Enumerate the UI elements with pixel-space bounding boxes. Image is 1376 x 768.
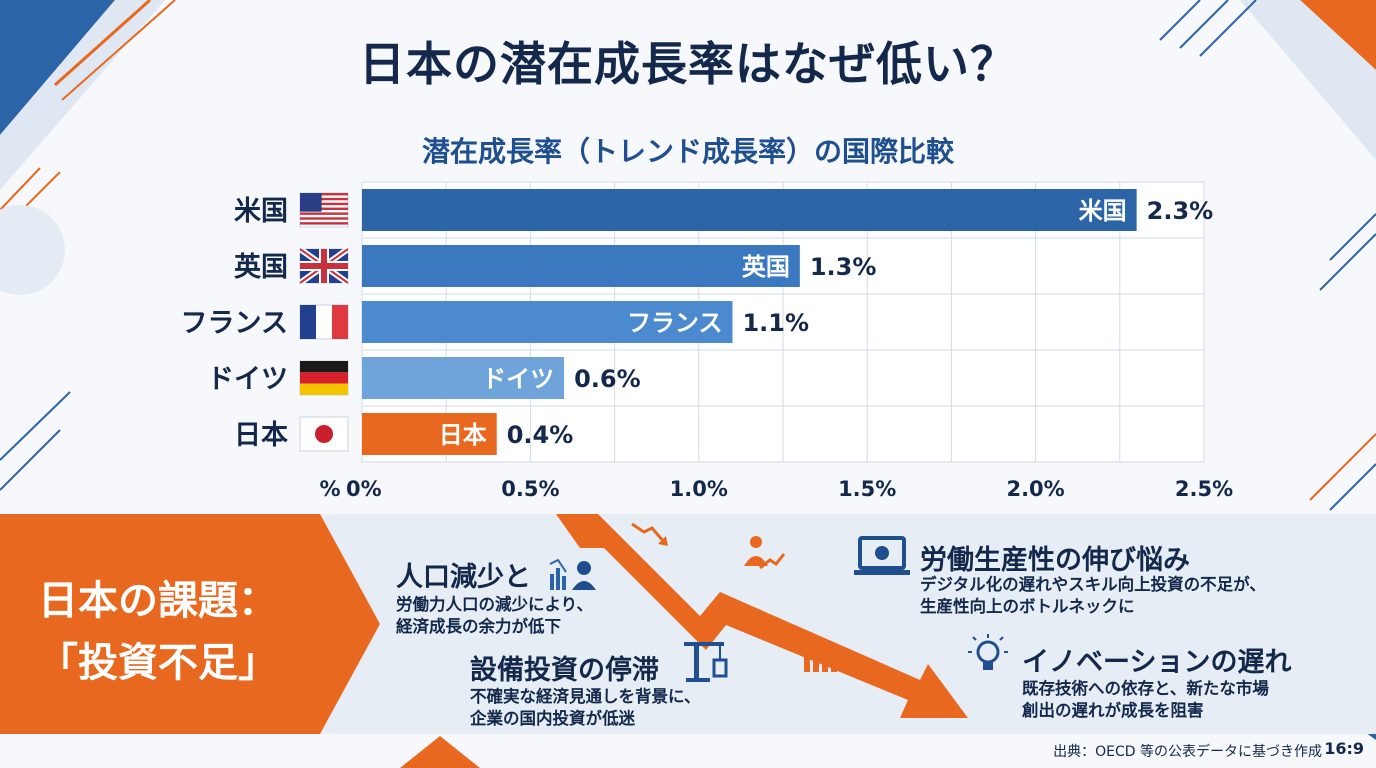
bar-3 — [362, 357, 565, 399]
chart-bars — [362, 189, 1137, 455]
x-tick-label: 0% — [346, 477, 382, 501]
issue-heading-line1: 日本の課題： — [38, 578, 278, 624]
chart-title: 潜在成長率（トレンド成長率）の国際比較 — [421, 135, 954, 168]
category-label: 日本 — [234, 420, 288, 451]
aspect-ratio-label: 16:9 — [1324, 739, 1364, 758]
factor-text-line: 労働力人口の減少により、 — [396, 595, 594, 614]
category-label: 英国 — [234, 252, 288, 283]
flag-icon-2 — [299, 304, 349, 340]
bar-value-label: 1.1% — [742, 309, 809, 337]
factor-text-innovation: 既存技術への依存と、新たな市場 創出の遅れが成長を阻害 — [1022, 678, 1269, 722]
bar-2 — [362, 301, 733, 343]
factor-text-line: 既存技術への依存と、新たな市場 — [1022, 679, 1269, 698]
factor-text-line: 不確実な経済見通しを背景に、 — [470, 687, 701, 706]
x-tick-label: 2.0% — [1006, 477, 1064, 501]
x-axis-label: % — [319, 477, 340, 501]
chart-ticks: % 0% 0.5% 1.0% 1.5% 2.0% 2.5% — [319, 477, 1233, 501]
x-tick-label: 1.0% — [670, 477, 728, 501]
bar-1 — [362, 245, 800, 287]
flag-icon-1 — [298, 246, 350, 286]
bar-4 — [362, 413, 497, 455]
factor-text-investment: 不確実な経済見通しを背景に、 企業の国内投資が低迷 — [470, 686, 701, 730]
x-tick-label: 1.5% — [838, 477, 896, 501]
x-tick-label: 0.5% — [501, 477, 559, 501]
bar-value-label: 1.3% — [810, 253, 877, 281]
chart-flags — [298, 192, 350, 452]
bar-inner-label: ドイツ — [482, 365, 554, 393]
bar-inner-label: 英国 — [742, 253, 790, 281]
bar-value-label: 2.3% — [1147, 197, 1214, 225]
factor-title-investment: 設備投資の停滞 — [470, 655, 659, 686]
issue-heading-line2: 「投資不足」 — [38, 640, 278, 686]
bar-inner-label: 米国 — [1079, 197, 1127, 225]
category-label: ドイツ — [207, 364, 288, 395]
source-note: 出典：OECD 等の公表データに基づき作成 — [1053, 744, 1322, 760]
bar-0 — [362, 189, 1137, 231]
flag-icon-0 — [299, 192, 349, 228]
issue-heading: 日本の課題： 「投資不足」 — [38, 570, 338, 694]
bar-value-label: 0.4% — [507, 421, 574, 449]
category-label: フランス — [181, 308, 288, 339]
bar-inner-label: フランス — [627, 309, 723, 337]
factor-title-population: 人口減少と — [396, 562, 531, 593]
category-label: 米国 — [234, 196, 288, 227]
x-tick-label: 2.5% — [1175, 477, 1233, 501]
factor-text-line: 創出の遅れが成長を阻害 — [1022, 701, 1204, 720]
flag-icon-3 — [299, 360, 349, 396]
bar-inner-label: 日本 — [439, 421, 487, 449]
factor-title-innovation: イノベーションの遅れ — [1022, 647, 1292, 678]
page-title: 日本の潜在成長率はなぜ低い？ — [359, 37, 1017, 91]
bar-value-label: 0.6% — [574, 365, 641, 393]
flag-icon-4 — [299, 416, 349, 452]
factor-text-population: 労働力人口の減少により、 経済成長の余力が低下 — [396, 594, 593, 638]
factor-text-line: 企業の国内投資が低迷 — [470, 709, 635, 728]
factor-text-productivity: デジタル化の遅れやスキル向上投資の不足が、 生産性向上のボトルネックに — [920, 574, 1266, 618]
factor-title-productivity: 労働生産性の伸び悩み — [920, 545, 1190, 576]
factor-text-line: 経済成長の余力が低下 — [396, 617, 561, 636]
factor-text-line: 生産性向上のボトルネックに — [920, 597, 1135, 616]
factor-text-line: デジタル化の遅れやスキル向上投資の不足が、 — [920, 575, 1266, 594]
issue-panel — [0, 514, 380, 734]
